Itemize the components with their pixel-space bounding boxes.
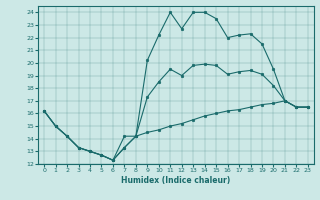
X-axis label: Humidex (Indice chaleur): Humidex (Indice chaleur) (121, 176, 231, 185)
